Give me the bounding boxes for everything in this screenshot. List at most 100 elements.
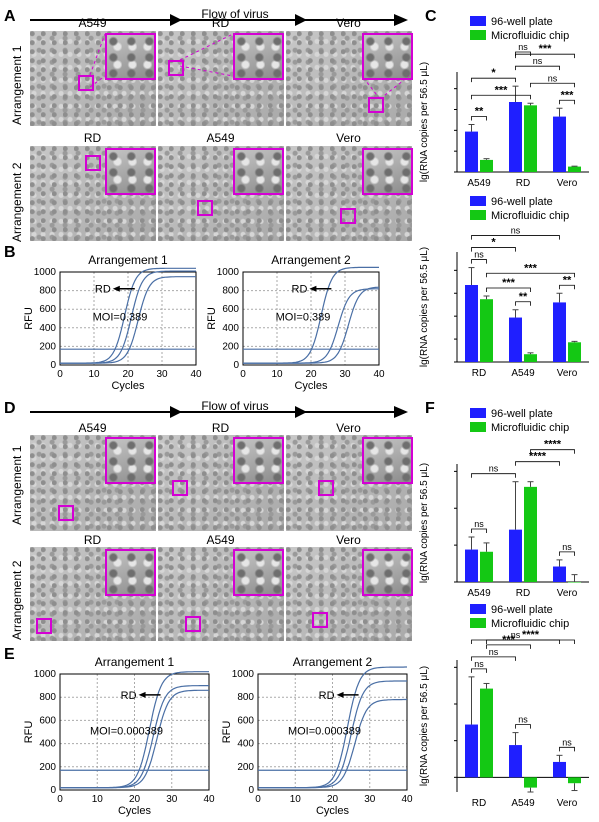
x-tick-label: 0 xyxy=(57,369,63,380)
y-tick-label: 800 xyxy=(237,692,254,703)
bar-chip xyxy=(480,551,493,582)
roi-d-r1-3 xyxy=(318,480,334,496)
significance-bracket xyxy=(471,116,487,121)
bar-plate xyxy=(465,131,478,172)
x-axis-label: Cycles xyxy=(294,380,328,392)
zoom-inset-d-r1-3 xyxy=(362,437,413,484)
chart-title: Arrangement 2 xyxy=(293,655,373,669)
x-tick-label: 10 xyxy=(92,794,104,805)
y-tick-label: 200 xyxy=(39,762,56,773)
significance-label: *** xyxy=(524,262,538,274)
legend-swatch-plate xyxy=(470,408,486,418)
y-tick-label: 0 xyxy=(248,785,254,796)
chart-title: Arrangement 2 xyxy=(271,253,351,267)
row-label-d1: Arrangement 1 xyxy=(10,445,24,525)
legend-label-chip: Microfluidic chip xyxy=(491,618,569,630)
significance-label: ns xyxy=(548,73,558,83)
rd-annotation: RD xyxy=(95,284,111,296)
significance-bracket xyxy=(486,644,531,649)
x-tick-label: 0 xyxy=(240,369,246,380)
significance-bracket xyxy=(559,99,575,105)
flow-arrow-a: Flow of virus xyxy=(30,8,408,26)
significance-label: ** xyxy=(475,106,484,118)
row-label-a1: Arrangement 1 xyxy=(10,45,24,125)
legend-swatch-chip xyxy=(470,422,486,432)
d-r2-label-1: RD xyxy=(83,533,102,547)
plot-frame xyxy=(242,271,380,366)
significance-bracket xyxy=(515,301,531,306)
roi-a-r1-2 xyxy=(168,60,184,76)
significance-label: **** xyxy=(522,629,540,641)
significance-bracket xyxy=(559,746,575,752)
roi-a-r2-3 xyxy=(340,208,356,224)
moi-annotation: MOI=0.389 xyxy=(276,311,331,323)
significance-bracket xyxy=(471,656,516,661)
y-tick-label: 200 xyxy=(39,341,56,352)
panel-label-c: C xyxy=(425,8,437,25)
y-tick-label: 600 xyxy=(39,715,56,726)
zoom-inset-d-r1-1 xyxy=(105,437,156,484)
x-tick-label: 40 xyxy=(190,369,202,380)
panel-label-e: E xyxy=(4,646,15,663)
y-tick-label: 800 xyxy=(39,692,56,703)
bar-chip xyxy=(524,354,537,362)
plot-frame xyxy=(257,673,408,791)
amplification-curve-3 xyxy=(258,698,407,789)
significance-bracket xyxy=(515,461,560,466)
significance-bracket xyxy=(515,51,531,56)
qpcr-chart-e-arr2: Arrangement 2 0 200 400 600 800 1000 0 10 20 30 40 C… xyxy=(221,655,413,817)
bar-chip xyxy=(568,166,581,172)
significance-label: *** xyxy=(539,43,553,55)
bar-plate xyxy=(509,745,522,778)
y-tick-label: 0 xyxy=(233,360,239,371)
x-tick-label: 40 xyxy=(203,794,215,805)
bar-chip xyxy=(524,105,537,172)
zoom-inset-d-r2-1 xyxy=(105,549,156,596)
legend-label-plate: 96-well plate xyxy=(491,604,553,616)
significance-label: ns xyxy=(518,715,528,725)
significance-bracket xyxy=(471,235,560,240)
moi-annotation: MOI=0.389 xyxy=(93,311,148,323)
bar-plate xyxy=(553,761,566,778)
roi-d-r1-2 xyxy=(172,480,188,496)
row-label-d2: Arrangement 2 xyxy=(10,560,24,640)
significance-label: *** xyxy=(561,89,575,101)
x-tick-label: 10 xyxy=(271,369,283,380)
plot-frame xyxy=(59,673,210,791)
significance-bracket xyxy=(471,668,487,673)
x-tick-label: 20 xyxy=(129,794,141,805)
significance-label: ns xyxy=(562,737,572,747)
bar-chip xyxy=(480,299,493,362)
significance-label: ns xyxy=(474,659,484,669)
bar-plate xyxy=(509,529,522,582)
x-tick-label: RD xyxy=(472,368,486,379)
bar-chip xyxy=(524,777,537,788)
amplification-curve-3 xyxy=(243,286,380,364)
x-tick-label: Vero xyxy=(557,588,578,599)
d-r1-label-2: RD xyxy=(211,421,230,435)
x-tick-label: Vero xyxy=(557,798,578,809)
y-tick-label: 400 xyxy=(222,323,239,334)
y-tick-label: 600 xyxy=(39,304,56,315)
zoom-inset-d-r2-2 xyxy=(233,549,284,596)
roi-d-r1-1 xyxy=(58,505,74,521)
significance-label: * xyxy=(491,67,496,79)
a-r2-label-3: Vero xyxy=(336,131,361,145)
x-tick-label: A549 xyxy=(467,178,491,189)
y-tick-label: 1000 xyxy=(34,669,57,680)
significance-label: **** xyxy=(529,451,547,463)
x-tick-label: 0 xyxy=(255,794,261,805)
d-r2-label-2: A549 xyxy=(206,533,235,547)
significance-bracket xyxy=(515,65,560,71)
qpcr-chart-b-arr1: Arrangement 1 0 200 400 600 800 1000 0 10 20 30 40 C… xyxy=(23,253,202,392)
significance-bracket xyxy=(559,551,575,556)
y-tick-label: 400 xyxy=(39,323,56,334)
bar-plate xyxy=(465,724,478,778)
x-tick-label: 10 xyxy=(88,369,100,380)
bar-chip xyxy=(524,486,537,582)
bar-chart-c: 96-well plate Microfluidic chip lg(RNA cop… xyxy=(419,16,589,189)
a-r2-label-2: A549 xyxy=(206,131,235,145)
x-tick-label: RD xyxy=(516,178,530,189)
y-axis-label: RFU xyxy=(23,307,35,330)
significance-label: *** xyxy=(502,277,516,289)
